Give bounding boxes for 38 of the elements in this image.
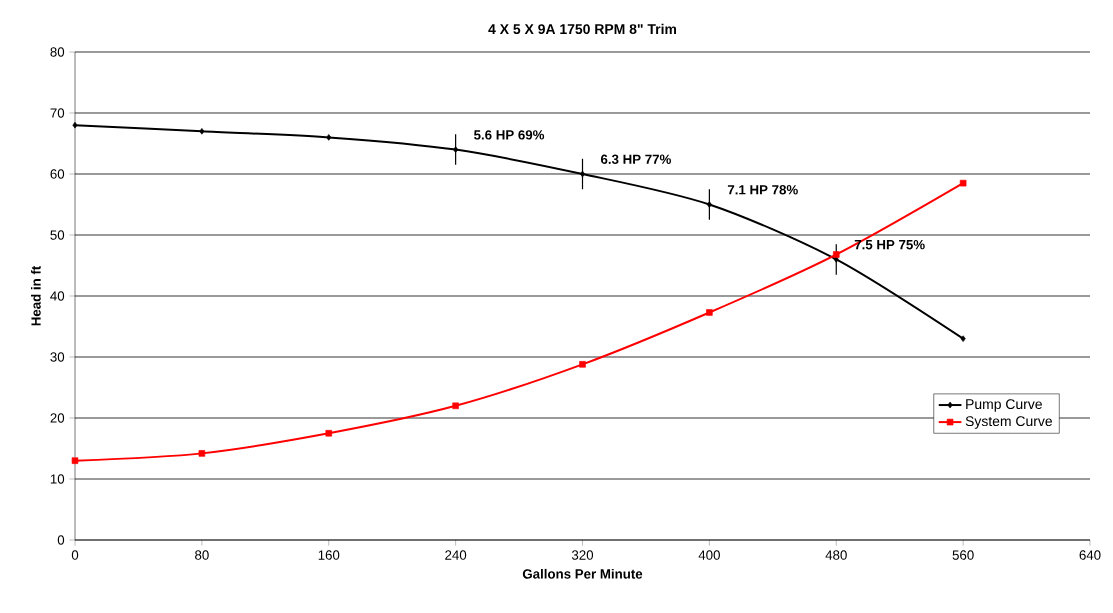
legend-label: Pump Curve bbox=[966, 399, 1042, 412]
x-tick-label: 80 bbox=[195, 550, 209, 560]
x-tick-label: 160 bbox=[318, 550, 340, 560]
point bbox=[959, 179, 967, 187]
y-axis-title: Head in ft bbox=[30, 265, 41, 326]
point bbox=[198, 450, 206, 457]
y-tick-label: 50 bbox=[50, 230, 65, 240]
point bbox=[706, 309, 713, 316]
x-tick-label: 400 bbox=[698, 550, 720, 560]
y-tick-label: 60 bbox=[50, 169, 65, 179]
chart-title: 4 X 5 X 9A 1750 RPM 8" Trim bbox=[488, 23, 677, 35]
y-tick-label: 0 bbox=[57, 535, 65, 545]
point bbox=[579, 170, 586, 178]
legend-label: System Curve bbox=[965, 416, 1052, 429]
x-axis-title: Gallons Per Minute bbox=[522, 568, 643, 579]
point bbox=[452, 402, 459, 410]
x-tick-label: 560 bbox=[952, 550, 974, 560]
annotation: 7.1 HP 78% bbox=[727, 185, 798, 195]
point bbox=[453, 146, 459, 153]
point bbox=[706, 201, 712, 208]
x-tick-label: 480 bbox=[825, 550, 847, 560]
point bbox=[325, 430, 333, 437]
y-tick-label: 30 bbox=[50, 352, 65, 362]
point bbox=[833, 251, 840, 258]
point bbox=[71, 457, 79, 464]
x-tick-label: 240 bbox=[445, 550, 467, 560]
y-tick-label: 80 bbox=[50, 47, 65, 57]
y-tick-label: 70 bbox=[50, 108, 65, 118]
annotation: 7.5 HP 75% bbox=[854, 240, 925, 250]
annotation: 6.3 HP 77% bbox=[600, 154, 671, 164]
x-tick-label: 0 bbox=[71, 550, 79, 560]
annotation: 5.6 HP 69% bbox=[474, 130, 545, 140]
x-tick-label: 640 bbox=[1079, 550, 1101, 560]
y-tick-label: 10 bbox=[50, 474, 65, 484]
y-tick-label: 20 bbox=[50, 413, 65, 423]
x-tick-label: 320 bbox=[571, 550, 594, 560]
point bbox=[579, 361, 586, 368]
y-tick-label: 40 bbox=[50, 291, 65, 301]
